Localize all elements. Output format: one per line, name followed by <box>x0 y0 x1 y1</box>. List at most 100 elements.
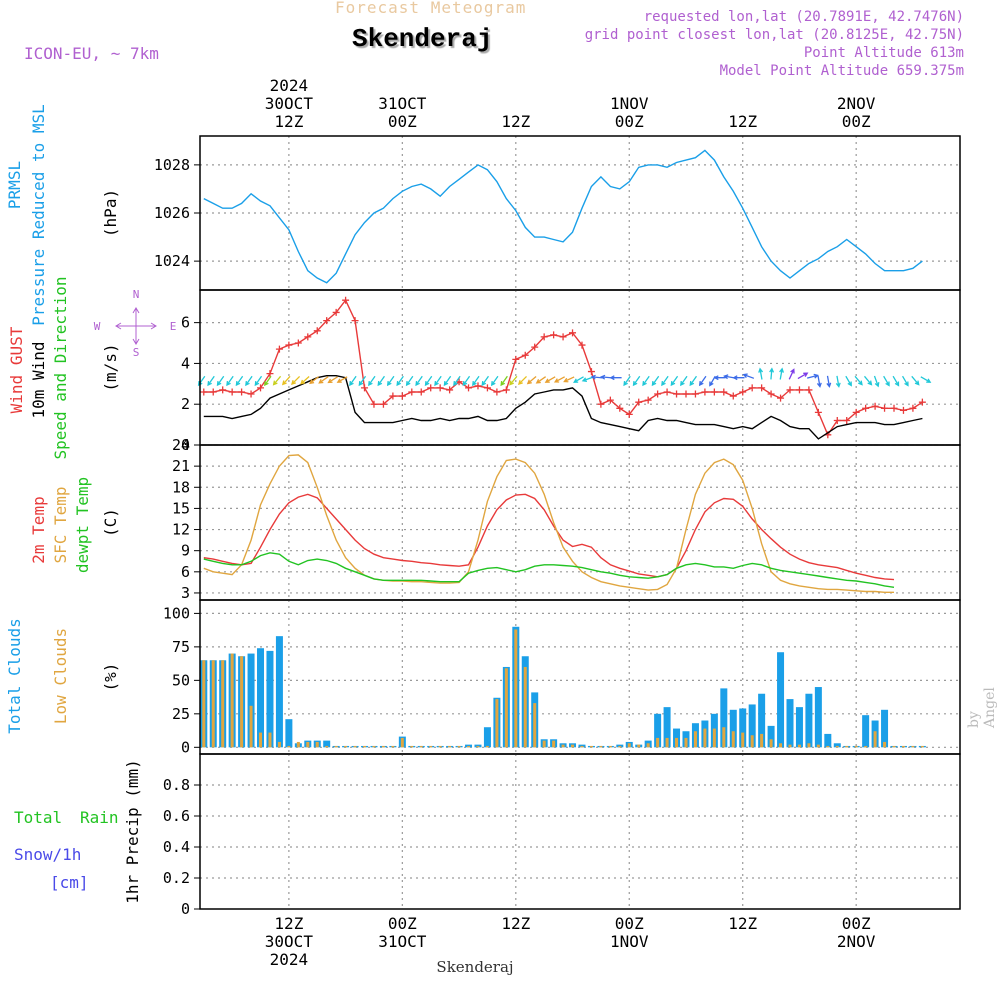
low-cloud-bar <box>533 703 537 748</box>
total-cloud-bar <box>805 693 813 748</box>
gust-marker <box>219 386 227 394</box>
y-tick-label: 4 <box>181 354 190 372</box>
low-cloud-bar <box>344 745 348 748</box>
unit-label-wind: (m/s) <box>101 343 120 391</box>
low-cloud-bar <box>334 745 338 748</box>
wind-direction-arrow <box>883 375 890 387</box>
wind-direction-arrow <box>358 375 367 387</box>
gust-marker <box>767 390 775 398</box>
wind-direction-arrow <box>863 375 873 386</box>
low-cloud-bar <box>779 743 783 748</box>
low-cloud-bar <box>646 743 650 748</box>
low-cloud-bar <box>353 745 357 748</box>
total-cloud-bar <box>758 693 766 748</box>
unit-label-temperature: (C) <box>101 508 120 537</box>
y-tick-label: 15 <box>172 499 190 517</box>
low-cloud-bar <box>608 745 612 748</box>
low-cloud-bar <box>873 731 877 748</box>
wind-direction-arrow <box>309 376 320 385</box>
wind-direction-arrow <box>207 375 215 387</box>
wind-direction-arrow <box>472 375 480 387</box>
bottom-date-label: 31OCT <box>378 932 427 951</box>
series-10m-wind <box>203 375 923 440</box>
gust-marker <box>313 327 321 335</box>
low-cloud-bar <box>363 745 367 748</box>
low-cloud-bar <box>816 744 820 748</box>
top-tick-label: 00Z <box>388 112 417 131</box>
wind-direction-arrow <box>264 375 272 387</box>
unit-label-clouds: (%) <box>101 663 120 692</box>
top-tick-label: 00Z <box>615 112 644 131</box>
gust-marker <box>663 388 671 396</box>
wind-direction-arrow <box>632 375 641 387</box>
wind-direction-arrow <box>517 375 527 386</box>
wind-direction-arrow <box>216 375 225 387</box>
gust-marker <box>521 351 529 359</box>
wind-direction-arrow <box>434 375 442 387</box>
wind-direction-arrow <box>386 375 395 387</box>
low-cloud-bar <box>797 744 801 748</box>
low-cloud-bar <box>523 666 527 748</box>
compass-south: S <box>133 346 140 359</box>
bottom-tick-label: 00Z <box>388 914 417 933</box>
wind-direction-arrow <box>742 373 755 379</box>
gust-marker <box>795 386 803 394</box>
wind-direction-arrow <box>535 376 547 384</box>
label-total-clouds: Total Clouds <box>5 618 24 734</box>
low-cloud-bar <box>769 739 773 748</box>
wind-direction-arrow <box>481 375 490 387</box>
gust-marker <box>228 388 236 396</box>
gust-marker <box>852 408 860 416</box>
wind-direction-arrow <box>609 375 622 381</box>
wind-direction-arrow <box>797 372 809 380</box>
gust-marker <box>739 388 747 396</box>
compass-north: N <box>133 288 140 301</box>
low-cloud-bar <box>419 745 423 748</box>
bottom-tick-label: 00Z <box>615 914 644 933</box>
wind-direction-arrow <box>590 374 603 380</box>
low-cloud-bar <box>760 733 764 748</box>
wind-direction-arrow <box>892 375 900 387</box>
y-tick-label: 0.6 <box>163 807 190 825</box>
wind-direction-arrow <box>281 375 291 386</box>
wind-direction-arrow <box>623 375 631 387</box>
wind-direction-arrow <box>788 368 795 380</box>
model-name: ICON-EU, ~ 7km <box>24 44 159 63</box>
low-cloud-bar <box>788 744 792 748</box>
series-prmsl <box>203 149 923 284</box>
wind-direction-arrow <box>661 375 669 387</box>
gust-marker <box>502 386 510 394</box>
y-tick-label: 75 <box>172 638 190 656</box>
total-cloud-bar <box>786 699 794 748</box>
bottom-tick-label: 00Z <box>842 914 871 933</box>
gust-marker <box>673 390 681 398</box>
gust-marker <box>786 386 794 394</box>
low-cloud-bar <box>693 731 697 748</box>
wind-direction-arrow <box>901 375 909 387</box>
y-tick-label: 1024 <box>154 252 190 270</box>
low-cloud-bar <box>580 745 584 748</box>
low-cloud-bar <box>665 737 669 748</box>
label-wind-gust: Wind GUST <box>7 326 26 413</box>
gust-marker <box>758 384 766 392</box>
gust-marker <box>493 388 501 396</box>
low-cloud-bar <box>741 732 745 748</box>
gust-marker <box>918 398 926 406</box>
wind-direction-arrow <box>462 375 471 387</box>
total-cloud-bar <box>767 725 775 748</box>
wind-direction-arrow <box>553 376 565 383</box>
label-sfc-temp: SFC Temp <box>51 486 70 563</box>
total-cloud-bar <box>739 708 747 748</box>
wind-direction-arrow <box>377 375 385 387</box>
low-cloud-bar <box>618 745 622 748</box>
panel-frame-temperature <box>199 444 961 601</box>
y-tick-label: 9 <box>181 542 190 560</box>
label-total: Total <box>14 808 62 827</box>
wind-direction-arrow <box>873 375 880 388</box>
low-cloud-bar <box>684 737 688 748</box>
y-tick-label: 0.4 <box>163 838 190 856</box>
gust-marker <box>587 368 595 376</box>
gust-marker <box>266 370 274 378</box>
top-tick-label: 12Z <box>728 112 757 131</box>
